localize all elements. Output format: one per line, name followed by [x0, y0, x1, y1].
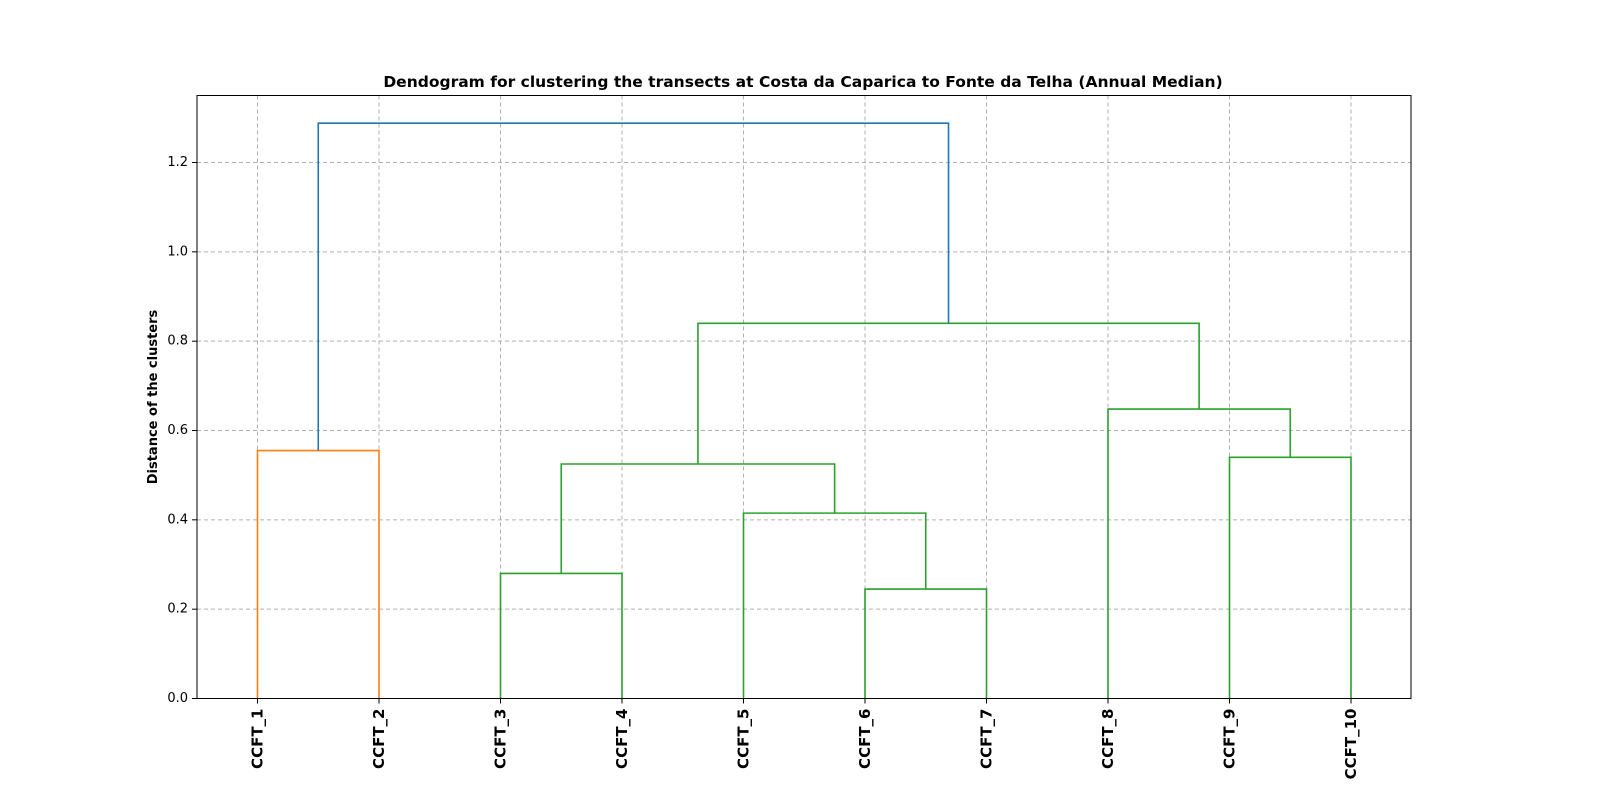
- x-tick-label: CCFT_5: [735, 709, 753, 769]
- x-tick-label: CCFT_10: [1342, 709, 1360, 780]
- x-tick-label: CCFT_2: [370, 709, 388, 769]
- dendrogram-link: [697, 322, 1200, 464]
- y-tick-label: 1.0: [167, 244, 188, 259]
- dendrogram-links: [256, 122, 1352, 699]
- dendrogram-link: [256, 449, 380, 699]
- chart-title: Dendogram for clustering the transects a…: [383, 73, 1222, 91]
- dendrogram-link: [499, 572, 623, 699]
- dendrogram-link: [864, 588, 988, 699]
- y-tick-label: 0.8: [167, 334, 188, 349]
- y-tick-label: 0.2: [167, 602, 188, 617]
- x-tick-label: CCFT_9: [1221, 709, 1239, 769]
- y-tick-label: 1.2: [167, 155, 188, 170]
- y-tick-label: 0.4: [167, 512, 188, 527]
- x-tick-label: CCFT_4: [613, 709, 631, 769]
- y-axis: 0.0 0.2 0.4 0.6 0.8 1.0 1.2: [167, 155, 197, 706]
- plot-frame: [196, 95, 1412, 699]
- x-axis: CCFT_1 CCFT_2 CCFT_3 CCFT_4 CCFT_5 CCFT_6 CCFT…: [249, 698, 1360, 780]
- dendrogram-link: [560, 463, 836, 574]
- y-tick-label: 0.0: [167, 691, 188, 706]
- x-tick-label: CCFT_8: [1099, 709, 1117, 769]
- x-tick-label: CCFT_1: [249, 709, 267, 769]
- dendrogram-link: [1228, 456, 1352, 699]
- x-tick-label: CCFT_7: [978, 709, 996, 769]
- dendrogram-link: [317, 122, 950, 451]
- y-axis-label: Distance of the clusters: [146, 309, 161, 484]
- y-tick-label: 0.6: [167, 423, 188, 438]
- dendrogram-link: [742, 512, 927, 699]
- x-tick-label: CCFT_6: [856, 709, 874, 769]
- dendrogram-link: [1107, 408, 1292, 699]
- x-tick-label: CCFT_3: [492, 709, 510, 769]
